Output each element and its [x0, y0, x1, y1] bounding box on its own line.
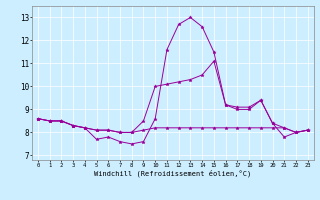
X-axis label: Windchill (Refroidissement éolien,°C): Windchill (Refroidissement éolien,°C) — [94, 170, 252, 177]
